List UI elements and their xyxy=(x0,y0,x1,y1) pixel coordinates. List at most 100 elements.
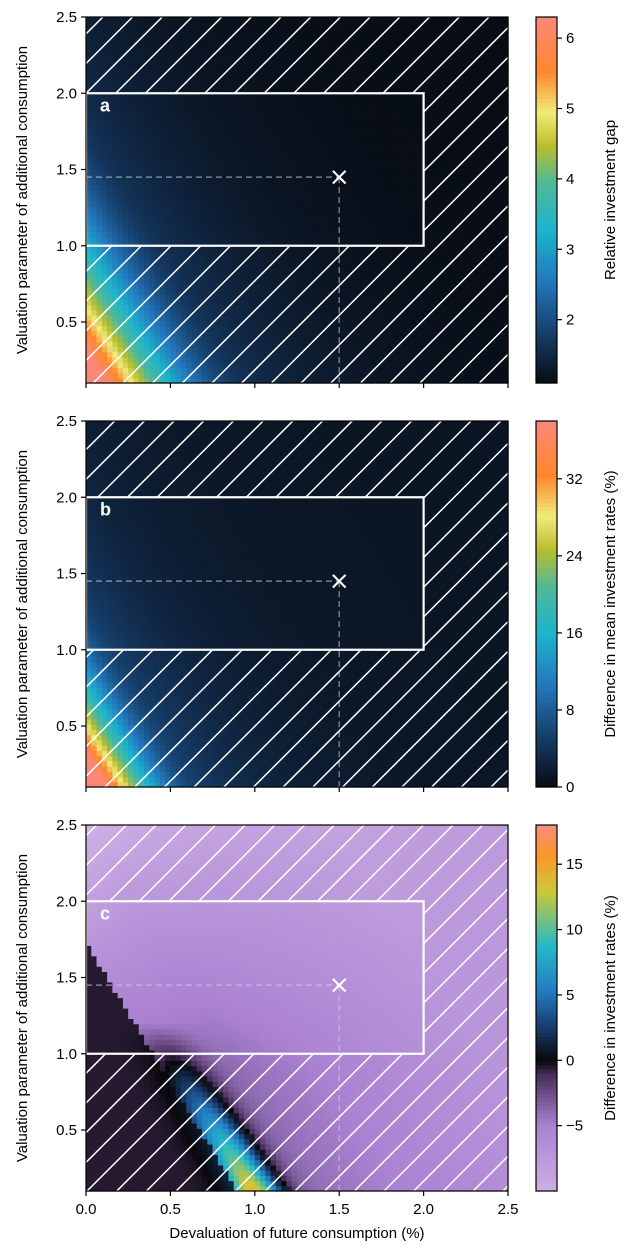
heatmap-cell xyxy=(370,152,377,159)
heatmap-cell xyxy=(233,205,240,212)
heatmap-cell xyxy=(149,173,156,180)
heatmap-cell xyxy=(228,194,235,201)
heatmap-cell xyxy=(297,126,303,133)
heatmap-cell xyxy=(297,184,303,191)
heatmap-cell xyxy=(323,111,330,117)
heatmap-cell xyxy=(117,179,124,185)
heatmap-cell xyxy=(186,189,193,196)
heatmap-cell xyxy=(117,184,124,191)
heatmap-cell xyxy=(344,189,351,196)
heatmap-cell xyxy=(270,173,277,180)
heatmap-cell xyxy=(117,111,124,117)
heatmap-cell xyxy=(339,152,346,159)
heatmap-cell xyxy=(397,226,404,232)
heatmap-cell xyxy=(244,231,251,238)
heatmap-cell xyxy=(349,231,356,238)
heatmap-cell xyxy=(165,116,172,123)
heatmap-cell xyxy=(96,179,103,185)
heatmap-cell xyxy=(170,231,177,238)
heatmap-cell xyxy=(133,158,140,164)
heatmap-cell xyxy=(265,215,272,222)
heatmap-cell xyxy=(376,158,383,164)
heatmap-cell xyxy=(365,210,372,217)
heatmap-cell xyxy=(180,152,187,159)
heatmap-cell xyxy=(407,210,414,217)
heatmap-cell xyxy=(244,200,251,206)
heatmap-cell xyxy=(217,184,224,191)
heatmap-cell xyxy=(249,189,256,196)
heatmap-cell xyxy=(175,121,182,128)
heatmap-cell xyxy=(344,142,351,149)
heatmap-cell xyxy=(144,132,150,138)
heatmap-cell xyxy=(376,142,383,149)
heatmap-cell xyxy=(397,137,404,144)
heatmap-cell xyxy=(402,95,409,102)
heatmap-cell xyxy=(207,111,214,117)
heatmap-cell xyxy=(254,189,261,196)
heatmap-cell xyxy=(101,152,108,159)
heatmap-cell xyxy=(165,111,172,117)
heatmap-cell xyxy=(391,184,398,191)
heatmap-cell xyxy=(170,111,177,117)
heatmap-cell xyxy=(249,179,256,185)
heatmap-cell xyxy=(165,147,172,154)
heatmap-cell xyxy=(233,194,240,201)
heatmap-cell xyxy=(133,220,140,227)
heatmap-cell xyxy=(270,179,277,185)
heatmap-cell xyxy=(418,158,425,164)
heatmap-cell xyxy=(128,168,135,175)
heatmap-cell xyxy=(244,163,251,170)
heatmap-cell xyxy=(376,152,383,159)
heatmap-cell xyxy=(149,226,156,232)
heatmap-cell xyxy=(159,121,166,128)
heatmap-cell xyxy=(207,189,214,196)
heatmap-cell xyxy=(333,137,340,144)
heatmap-cell xyxy=(244,158,251,164)
heatmap-cell xyxy=(344,236,351,243)
heatmap-cell xyxy=(180,126,187,133)
heatmap-cell xyxy=(217,132,224,138)
heatmap-cell xyxy=(323,116,330,123)
heatmap-cell xyxy=(170,173,177,180)
heatmap-cell xyxy=(407,152,414,159)
heatmap-cell xyxy=(333,200,340,206)
heatmap-cell xyxy=(260,236,266,243)
heatmap-cell xyxy=(233,189,240,196)
heatmap-cell xyxy=(138,158,145,164)
heatmap-cell xyxy=(212,111,219,117)
heatmap-cell xyxy=(339,220,346,227)
heatmap-cell xyxy=(349,215,356,222)
heatmap-cell xyxy=(228,231,235,238)
heatmap-cell xyxy=(144,220,150,227)
heatmap-cell xyxy=(302,163,309,170)
heatmap-cell xyxy=(207,116,214,123)
heatmap-cell xyxy=(355,184,361,191)
heatmap-cell xyxy=(86,184,92,191)
heatmap-cell xyxy=(286,184,293,191)
heatmap-cell xyxy=(107,132,113,138)
heatmap-cell xyxy=(86,105,92,112)
heatmap-cell xyxy=(165,158,172,164)
heatmap-cell xyxy=(112,220,119,227)
heatmap-cell xyxy=(154,205,161,212)
heatmap-cell xyxy=(270,111,277,117)
heatmap-cell xyxy=(207,226,214,232)
heatmap-cell xyxy=(180,142,187,149)
heatmap-cell xyxy=(207,152,214,159)
heatmap-cell xyxy=(91,215,98,222)
heatmap-cell xyxy=(96,215,103,222)
heatmap-cell xyxy=(196,137,203,144)
heatmap-cell xyxy=(312,220,319,227)
heatmap-cell xyxy=(318,179,324,185)
heatmap-cell xyxy=(128,184,135,191)
heatmap-cell xyxy=(402,100,409,107)
heatmap-cell xyxy=(128,121,135,128)
heatmap-cell xyxy=(291,205,298,212)
heatmap-cell xyxy=(407,215,414,222)
heatmap-cell xyxy=(207,95,214,102)
heatmap-cell xyxy=(217,189,224,196)
heatmap-cell xyxy=(212,210,219,217)
heatmap-cell xyxy=(228,236,235,243)
heatmap-cell xyxy=(202,152,208,159)
heatmap-cell xyxy=(228,205,235,212)
